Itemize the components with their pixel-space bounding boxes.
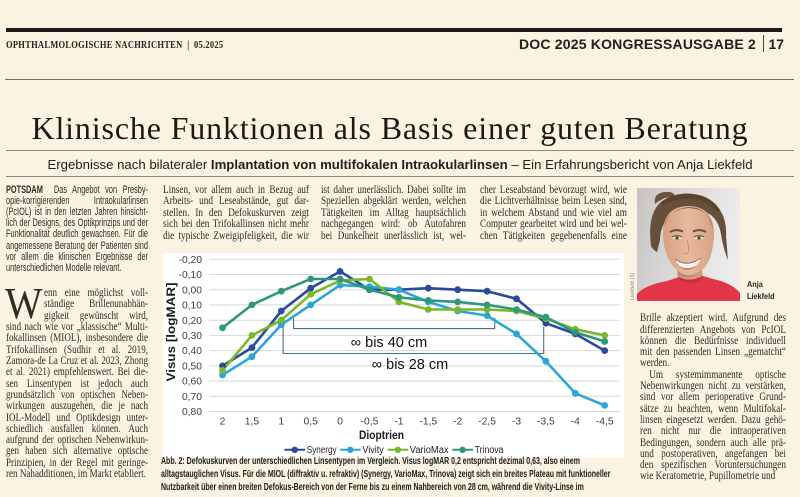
svg-text:0,10: 0,10 xyxy=(182,301,202,312)
svg-text:-1,5: -1,5 xyxy=(419,417,437,428)
svg-text:0,20: 0,20 xyxy=(182,316,202,327)
svg-text:0: 0 xyxy=(337,417,343,428)
svg-text:Dioptrien: Dioptrien xyxy=(359,430,404,442)
svg-text:Trinova: Trinova xyxy=(475,445,504,456)
svg-text:0,5: 0,5 xyxy=(304,417,319,428)
svg-text:VarioMax: VarioMax xyxy=(410,445,449,456)
svg-text:0,60: 0,60 xyxy=(182,377,202,388)
svg-text:0,50: 0,50 xyxy=(182,362,202,373)
svg-text:∞ bis 28 cm: ∞ bis 28 cm xyxy=(372,357,448,373)
svg-text:-3: -3 xyxy=(512,417,521,428)
svg-text:-4: -4 xyxy=(571,417,580,428)
svg-text:-2,5: -2,5 xyxy=(478,417,496,428)
svg-text:0,80: 0,80 xyxy=(182,407,202,418)
svg-text:-1: -1 xyxy=(394,417,403,428)
svg-text:0,40: 0,40 xyxy=(182,346,202,357)
svg-text:0,70: 0,70 xyxy=(182,392,202,403)
svg-text:Synergy: Synergy xyxy=(307,445,337,456)
svg-text:-2: -2 xyxy=(453,417,462,428)
svg-text:2: 2 xyxy=(220,417,226,428)
svg-text:0,00: 0,00 xyxy=(182,285,202,296)
svg-text:∞ bis 40 cm: ∞ bis 40 cm xyxy=(351,335,427,351)
svg-text:-0,10: -0,10 xyxy=(179,270,203,281)
svg-text:-3,5: -3,5 xyxy=(537,417,555,428)
svg-text:1: 1 xyxy=(278,417,284,428)
svg-text:-4,5: -4,5 xyxy=(596,417,614,428)
svg-text:-0,20: -0,20 xyxy=(179,255,203,266)
svg-text:-0,5: -0,5 xyxy=(361,417,379,428)
svg-text:1,5: 1,5 xyxy=(245,417,260,428)
svg-text:Vivity: Vivity xyxy=(362,445,383,456)
svg-text:Visus [logMAR]: Visus [logMAR] xyxy=(166,282,178,381)
svg-text:0,30: 0,30 xyxy=(182,331,202,342)
